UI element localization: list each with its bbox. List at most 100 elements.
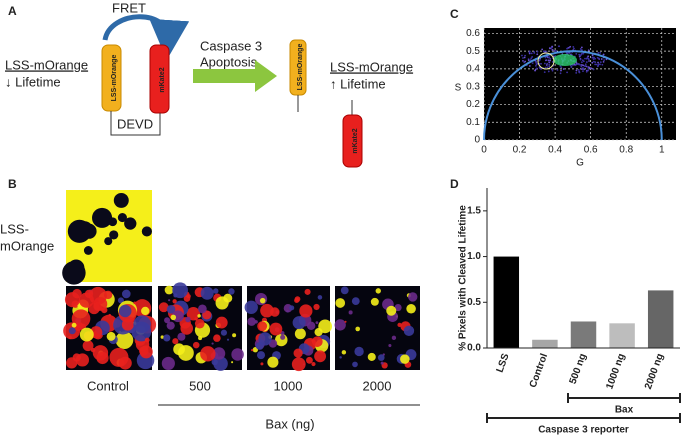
pixel-cloud — [543, 62, 546, 65]
cell — [293, 348, 303, 358]
dark-patch — [92, 207, 113, 228]
pixel-cloud — [592, 58, 595, 60]
fret-arrow — [102, 14, 190, 60]
pixel-cloud — [528, 51, 531, 54]
universal-circle — [483, 50, 663, 141]
cell — [92, 345, 109, 361]
y-tick-label: 0.0 — [467, 343, 481, 354]
y-tick-label: 0.5 — [466, 46, 480, 57]
cell — [317, 295, 323, 300]
pixel-cloud — [549, 59, 552, 62]
pixel-cloud — [562, 68, 565, 70]
pixel-cloud — [544, 56, 547, 59]
pixel-cloud — [524, 54, 527, 57]
pixel-cloud — [556, 69, 559, 71]
cell — [121, 289, 131, 299]
pixel-cloud — [536, 50, 539, 53]
x-tick-label: 0.6 — [584, 145, 598, 156]
pixel-cloud — [587, 67, 590, 70]
x-tick-label: 0.2 — [513, 145, 527, 156]
cell — [161, 356, 175, 371]
pixel-cloud — [597, 57, 600, 60]
cell — [408, 292, 418, 302]
pixel-cloud — [547, 59, 550, 62]
y-tick-label: 0.1 — [466, 117, 480, 128]
panel-label: D — [450, 177, 459, 191]
pixel-cloud — [587, 49, 590, 52]
pixel-cloud — [546, 62, 549, 65]
pixel-cloud — [566, 47, 569, 50]
cell — [211, 342, 214, 345]
pixel-cloud — [585, 61, 588, 63]
bar — [647, 290, 674, 348]
cell — [267, 356, 279, 368]
x-tick-label: 2000 ng — [643, 352, 666, 391]
pixel-cloud — [545, 50, 548, 53]
y-tick-label: 0.5 — [467, 297, 481, 308]
cell — [133, 315, 151, 333]
cell — [306, 321, 316, 331]
pixel-cloud — [594, 61, 597, 64]
cell — [226, 338, 230, 341]
cell — [377, 354, 385, 361]
cell — [386, 305, 397, 316]
y-tick-label: 0.3 — [466, 81, 480, 92]
cell — [341, 350, 347, 355]
cell — [141, 306, 150, 316]
cell — [173, 293, 178, 298]
step-label: Apoptosis — [200, 54, 258, 69]
cell — [164, 317, 171, 324]
right-effect: ↑ Lifetime — [330, 76, 386, 91]
cell — [170, 314, 177, 321]
axis-label: Bax (ng) — [265, 416, 314, 431]
pixel-cloud — [592, 60, 595, 63]
pixel-cloud — [560, 69, 562, 72]
cell — [315, 321, 319, 325]
y-tick-label: 0.6 — [466, 28, 480, 39]
cell — [334, 319, 346, 331]
cell — [178, 345, 194, 361]
left-label: LSS-mOrange — [5, 57, 88, 72]
pixel-cloud — [531, 62, 534, 65]
dark-patch — [113, 192, 129, 208]
cell — [194, 317, 198, 321]
dark-patch — [124, 217, 137, 230]
cell — [292, 316, 306, 330]
cell — [260, 303, 274, 318]
donor-label: LSS-mOrange — [297, 44, 304, 91]
cell — [68, 327, 76, 335]
cell — [231, 361, 234, 364]
x-tick-label: Control — [528, 352, 551, 389]
pixel-cloud — [523, 56, 526, 59]
cell — [388, 343, 392, 348]
pixel-cloud — [582, 67, 585, 70]
bar — [532, 339, 558, 348]
pixel-cloud — [582, 64, 585, 67]
pixel-cloud — [599, 51, 602, 54]
cell — [344, 320, 347, 323]
pixel-cloud — [582, 60, 585, 63]
y-tick-label: 0.2 — [466, 99, 480, 110]
pixel-cloud — [550, 68, 553, 70]
pixel-cloud — [574, 64, 577, 66]
cell — [258, 332, 272, 346]
x-tick-label: 1000 ng — [604, 352, 627, 391]
pixel-cloud — [547, 70, 550, 73]
pixel-cloud — [530, 57, 533, 60]
micrographs — [62, 190, 420, 372]
cell — [64, 292, 81, 308]
condition-label: Control — [87, 378, 129, 393]
cell — [311, 336, 323, 347]
pixel-cloud — [595, 63, 598, 66]
pixel-cloud — [551, 69, 554, 72]
cell — [294, 328, 306, 340]
condition-label: 500 — [189, 378, 211, 393]
bar — [609, 323, 635, 348]
cell — [213, 288, 219, 294]
pixel-cloud — [592, 68, 595, 71]
cell — [158, 302, 169, 313]
bracket-label: Caspase 3 reporter — [538, 425, 629, 436]
x-tick-label: 0.4 — [548, 145, 562, 156]
pixel-cloud — [566, 52, 569, 55]
pixel-cloud — [580, 65, 583, 68]
